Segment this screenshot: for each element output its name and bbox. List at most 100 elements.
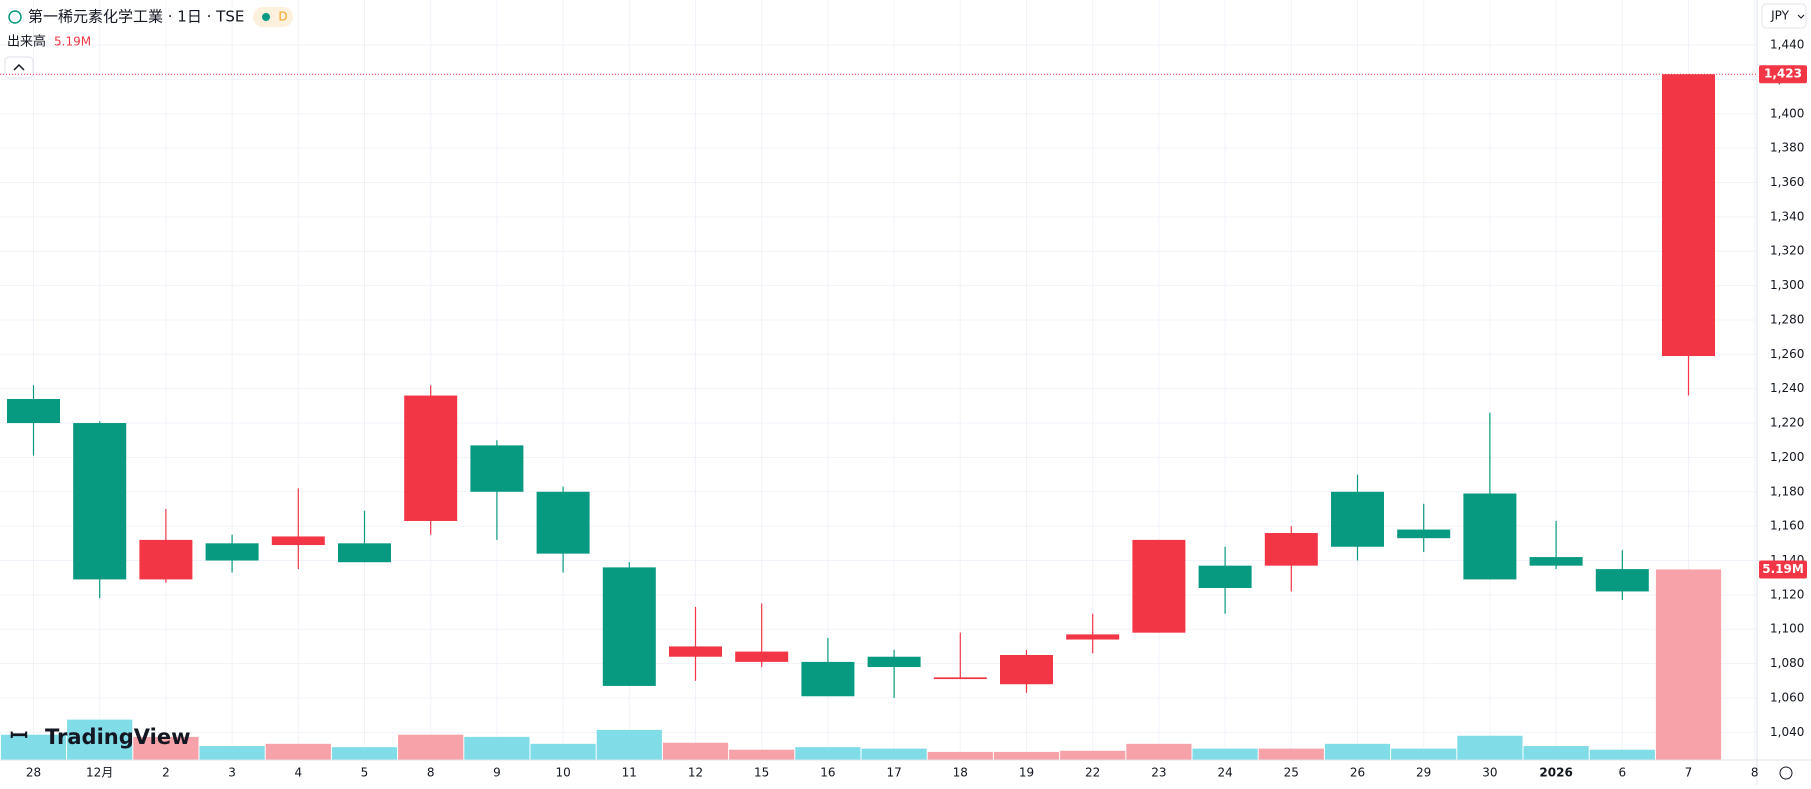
y-tick-label: 1,320 — [1770, 244, 1804, 258]
x-tick-label: 8 — [1751, 766, 1759, 780]
candle-body — [735, 651, 789, 662]
y-tick-label: 1,080 — [1770, 656, 1804, 670]
x-tick-label: 24 — [1217, 766, 1232, 780]
x-tick-label: 5 — [361, 766, 369, 780]
volume-bar — [1060, 750, 1126, 760]
x-tick-label: 15 — [754, 766, 769, 780]
x-tick-label: 26 — [1350, 766, 1365, 780]
volume-bar — [1192, 748, 1258, 760]
volume-name: 出来高 — [7, 34, 46, 50]
candle-body — [1264, 533, 1318, 566]
badge: D — [278, 10, 287, 24]
candle-body — [470, 445, 524, 492]
y-tick-label: 1,040 — [1770, 725, 1804, 739]
volume-layer — [0, 569, 1722, 760]
volume-bar — [1589, 749, 1655, 760]
volume-bar — [265, 743, 331, 760]
currency-caret — [1797, 14, 1805, 19]
x-tick-label: 22 — [1085, 766, 1100, 780]
x-tick-label: 8 — [427, 766, 435, 780]
candle-body — [602, 567, 656, 686]
x-tick-label: 19 — [1019, 766, 1034, 780]
volume-bar — [67, 719, 133, 760]
symbol-title: 第一稀元素化学工業 · 1日 · TSE — [28, 8, 244, 26]
candle-layer — [7, 74, 1715, 698]
x-tick-label: 28 — [26, 766, 41, 780]
volume-bar — [199, 746, 265, 760]
logo-mark: ꟷ — [10, 724, 28, 749]
x-tick-label: 29 — [1416, 766, 1431, 780]
settings-icon[interactable] — [1779, 766, 1793, 780]
x-tick-label: 25 — [1284, 766, 1299, 780]
y-tick-label: 1,120 — [1770, 587, 1804, 601]
y-tick-label: 1,100 — [1770, 622, 1804, 636]
y-tick-label: 1,340 — [1770, 209, 1804, 223]
volume-bar — [1258, 748, 1324, 760]
last-price-box — [1759, 65, 1807, 84]
candle-body — [933, 677, 987, 680]
candle-body — [1662, 74, 1715, 357]
y-tick-label: 1,160 — [1770, 519, 1804, 533]
candle-body — [404, 395, 458, 521]
volume-bar — [133, 736, 199, 760]
collapse-button[interactable] — [4, 56, 34, 79]
y-tick-label: 1,200 — [1770, 450, 1804, 464]
volume-bar — [993, 751, 1060, 760]
vgrid — [33, 0, 1756, 760]
candle-body — [801, 661, 855, 697]
x-tick-label: 18 — [953, 766, 968, 780]
volume-bar — [530, 743, 596, 760]
x-tick-label: 2026 — [1539, 766, 1572, 780]
candle-body — [1198, 565, 1252, 588]
candle-body — [1397, 529, 1451, 539]
x-tick-label: 16 — [820, 766, 835, 780]
x-tick-label: 7 — [1685, 766, 1693, 780]
candle-body — [867, 656, 921, 668]
x-tick-label: 11 — [622, 766, 637, 780]
volume-bar — [331, 747, 398, 760]
y-tick-label: 1,240 — [1770, 381, 1804, 395]
candle-body — [1331, 491, 1384, 547]
volume-bar — [861, 748, 927, 760]
volume-bar — [662, 742, 729, 760]
candle-body — [1132, 539, 1186, 633]
y-tick-label: 1,400 — [1770, 106, 1804, 120]
x-tick-label: 4 — [294, 766, 302, 780]
y-tick-label: 1,220 — [1770, 416, 1804, 430]
x-tick-label: 9 — [493, 766, 501, 780]
x-tick-label: 10 — [555, 766, 570, 780]
logo: TradingView — [45, 725, 190, 749]
y-tick-label: 1,060 — [1770, 690, 1804, 704]
badge-bg — [253, 7, 293, 27]
x-tick-label: 12月 — [86, 766, 113, 780]
y-tick-label: 1,280 — [1770, 312, 1804, 326]
y-tick-label: 1,380 — [1770, 141, 1804, 155]
candle-body — [669, 646, 722, 657]
x-tick-label: 12 — [688, 766, 703, 780]
candle-body — [271, 536, 325, 546]
volume-bar — [0, 734, 67, 760]
candle-body — [1463, 493, 1517, 580]
currency-button[interactable] — [1761, 3, 1807, 29]
candle-body — [1595, 569, 1649, 592]
x-tick-label: 2 — [162, 766, 170, 780]
hgrid — [0, 44, 1757, 733]
volume-bar — [464, 736, 530, 760]
candle-body — [139, 539, 193, 580]
candle-body — [73, 423, 127, 580]
candle-body — [7, 398, 60, 424]
candle-body — [1066, 634, 1120, 640]
volume-bar — [1324, 743, 1391, 760]
x-tick-label: 6 — [1618, 766, 1626, 780]
candle-body — [205, 543, 259, 561]
badge-dot — [262, 13, 270, 21]
candle-body — [1000, 655, 1053, 685]
status-icon — [8, 10, 22, 24]
volume-axis-label: 5.19M — [1762, 562, 1804, 576]
volume-bar — [795, 747, 861, 760]
volume-bar — [1391, 748, 1457, 760]
y-tick-label: 1,260 — [1770, 347, 1804, 361]
x-tick-label: 3 — [228, 766, 236, 780]
volume-header-value: 5.19M — [54, 35, 91, 49]
